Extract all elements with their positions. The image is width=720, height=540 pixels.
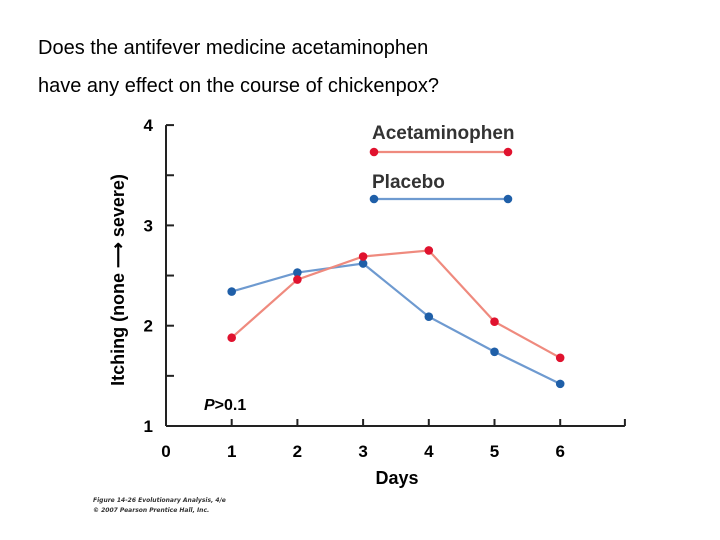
legend-marker-placebo	[369, 194, 379, 204]
series-line-placebo	[231, 262, 561, 385]
legend-marker-acetaminophen	[503, 147, 513, 157]
data-point-acetaminophen	[424, 246, 434, 255]
p-value-annotation: P>0.1	[204, 397, 246, 414]
x-tick-label: 0	[161, 442, 170, 461]
data-point-placebo	[358, 259, 368, 268]
x-tick-label: 6	[555, 442, 564, 461]
data-point-acetaminophen	[293, 275, 302, 284]
legend-marker-acetaminophen	[369, 147, 379, 157]
chart-legend: Acetaminophen Placebo	[369, 123, 515, 204]
y-tick-label: 1	[144, 417, 153, 436]
legend-marker-placebo	[503, 194, 513, 204]
data-point-placebo	[555, 379, 565, 389]
x-tick-label: 3	[358, 442, 367, 461]
x-axis-label: Days	[375, 468, 418, 488]
data-point-acetaminophen	[227, 333, 236, 343]
question-line-2: have any effect on the course of chicken…	[38, 75, 440, 97]
data-point-acetaminophen	[490, 317, 499, 326]
legend-label-placebo: Placebo	[372, 172, 445, 193]
series-placebo	[227, 259, 565, 389]
y-tick-label: 3	[144, 216, 153, 235]
y-tick-label: 4	[144, 116, 154, 135]
figure-credit-line-1: Figure 14-26 Evolutionary Analysis, 4/e	[93, 497, 226, 504]
legend-label-acetaminophen: Acetaminophen	[372, 123, 515, 144]
chart-series	[227, 246, 565, 389]
series-acetaminophen	[227, 246, 565, 363]
y-tick-label: 2	[144, 317, 153, 336]
data-point-acetaminophen	[358, 252, 368, 261]
figure-credit-line-2: © 2007 Pearson Prentice Hall, Inc.	[93, 507, 210, 514]
y-axis-label: Itching (none ⟶ severe)	[108, 174, 128, 386]
x-tick-label: 5	[490, 442, 499, 461]
data-point-acetaminophen	[555, 353, 565, 363]
x-tick-label: 2	[293, 442, 302, 461]
x-tick-label: 1	[227, 442, 236, 461]
question-line-1: Does the antifever medicine acetaminophe…	[38, 37, 429, 59]
data-point-placebo	[490, 347, 499, 357]
series-line-acetaminophen	[230, 249, 561, 359]
x-tick-label: 4	[424, 442, 434, 461]
data-point-placebo	[293, 268, 302, 277]
data-point-placebo	[227, 287, 236, 296]
data-point-placebo	[424, 312, 434, 321]
